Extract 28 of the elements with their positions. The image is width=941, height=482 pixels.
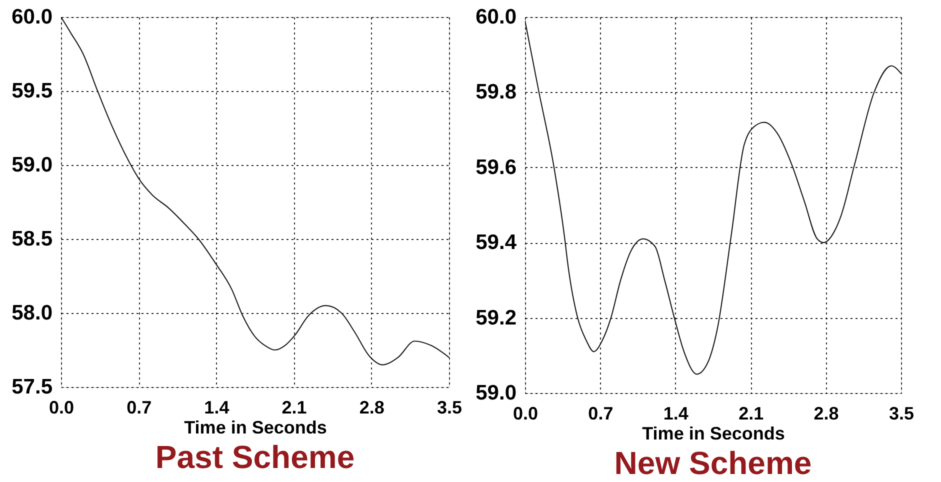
y-tick-label: 60.0 <box>12 6 52 28</box>
y-tick-label: 59.6 <box>476 156 516 179</box>
x-tick-label: 0.0 <box>48 398 74 418</box>
x-tick-label: 3.5 <box>888 404 914 424</box>
y-tick-label: 60.0 <box>476 6 516 28</box>
x-tick-label: 0.0 <box>512 404 538 424</box>
y-tick-label: 59.4 <box>476 231 517 254</box>
x-axis-title: Time in Seconds <box>184 418 327 438</box>
y-tick-label: 59.5 <box>12 80 53 102</box>
x-tick-label: 0.7 <box>126 398 152 418</box>
x-axis-title: Time in Seconds <box>642 424 785 444</box>
x-tick-label: 3.5 <box>436 398 462 418</box>
text: New Scheme <box>614 445 812 481</box>
y-tick-label: 59.0 <box>476 382 516 404</box>
y-tick-label: 57.5 <box>12 376 53 398</box>
y-tick-label: 59.8 <box>476 80 517 104</box>
x-tick-label: 1.4 <box>204 398 230 418</box>
text: Past Scheme <box>155 439 355 475</box>
x-tick-label: 0.7 <box>588 404 614 424</box>
y-tick-label: 58.0 <box>12 302 52 324</box>
x-tick-label: 1.4 <box>663 404 688 424</box>
x-tick-label: 2.8 <box>814 404 839 424</box>
y-tick-label: 58.5 <box>12 228 53 250</box>
y-tick-label: 59.2 <box>476 306 516 330</box>
x-tick-label: 2.1 <box>282 398 307 418</box>
x-tick-label: 2.8 <box>359 398 384 418</box>
x-tick-label: 2.1 <box>738 404 764 424</box>
y-tick-label: 59.0 <box>12 154 52 176</box>
